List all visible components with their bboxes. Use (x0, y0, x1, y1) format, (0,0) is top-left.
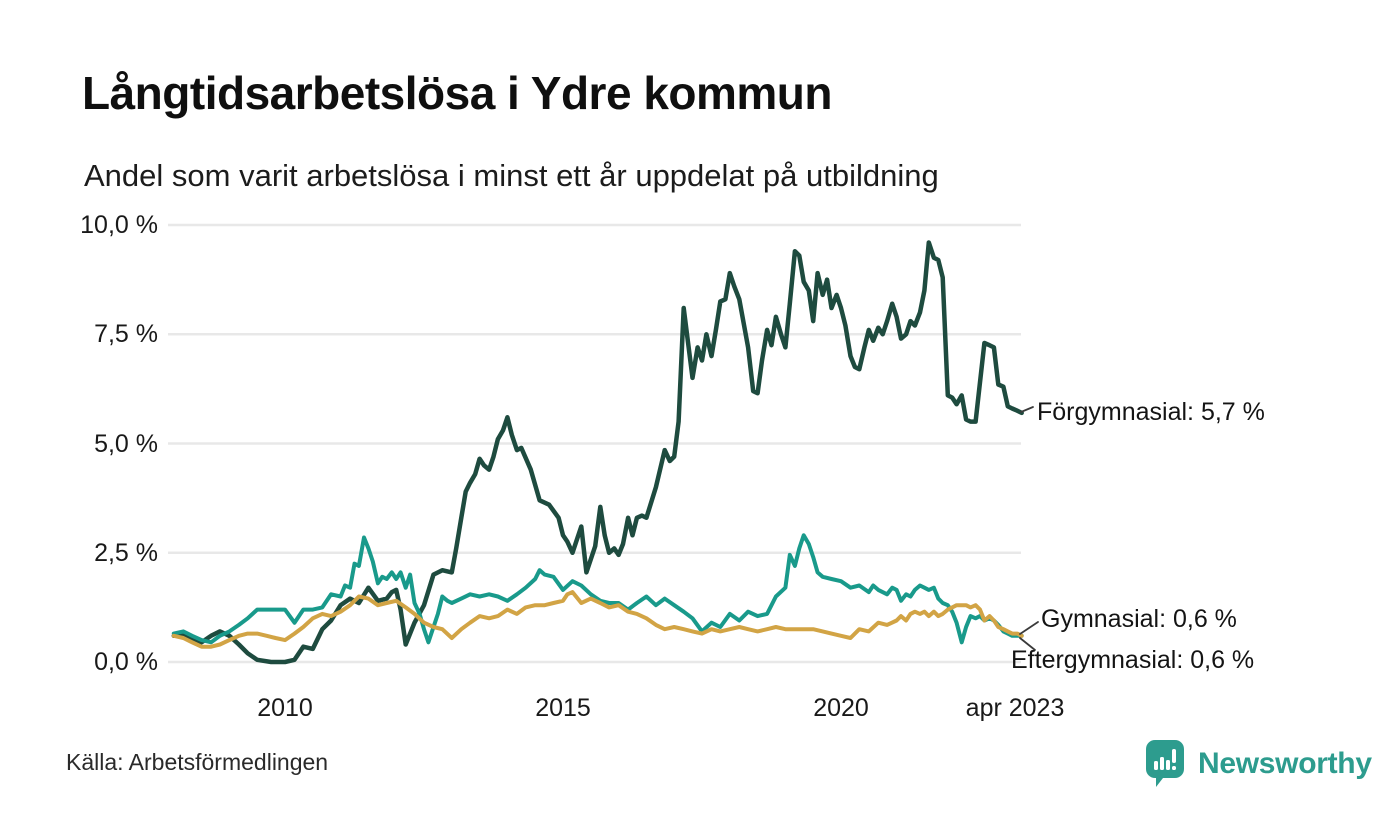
series-label-gymnasial: Gymnasial: 0,6 % (1041, 605, 1237, 633)
y-tick-label: 2,5 % (94, 538, 158, 567)
newsworthy-icon (1146, 740, 1184, 787)
y-tick-label: 5,0 % (94, 429, 158, 458)
line-gymnasial (171, 533, 1024, 645)
series-label-eftergymnasial: Eftergymnasial: 0,6 % (1011, 646, 1255, 674)
y-tick-label: 0,0 % (94, 648, 158, 676)
x-tick-label: apr 2023 (965, 694, 1065, 722)
x-tick-label: 2015 (535, 694, 591, 722)
source-note: Källa: Arbetsförmedlingen (66, 749, 329, 775)
chart-subtitle: Andel som varit arbetslösa i minst ett å… (84, 158, 939, 193)
brand-logo: Newsworthy (1146, 740, 1372, 788)
x-tick-label: 2020 (813, 694, 869, 722)
connector-gymnasial (1019, 621, 1039, 635)
line-forgymnasial (171, 240, 1024, 665)
line-eftergymnasial (171, 590, 1024, 649)
series-label-forgymnasial: Förgymnasial: 5,7 % (1037, 398, 1265, 426)
y-tick-label: 10,0 % (80, 211, 158, 239)
page-title: Långtidsarbetslösa i Ydre kommun (82, 67, 833, 119)
brand-name: Newsworthy (1198, 747, 1372, 780)
connector-forgymnasial (1020, 406, 1034, 413)
connector-eftergymnasial (1019, 637, 1036, 651)
x-tick-label: 2010 (257, 694, 313, 722)
y-tick-label: 7,5 % (94, 320, 158, 349)
